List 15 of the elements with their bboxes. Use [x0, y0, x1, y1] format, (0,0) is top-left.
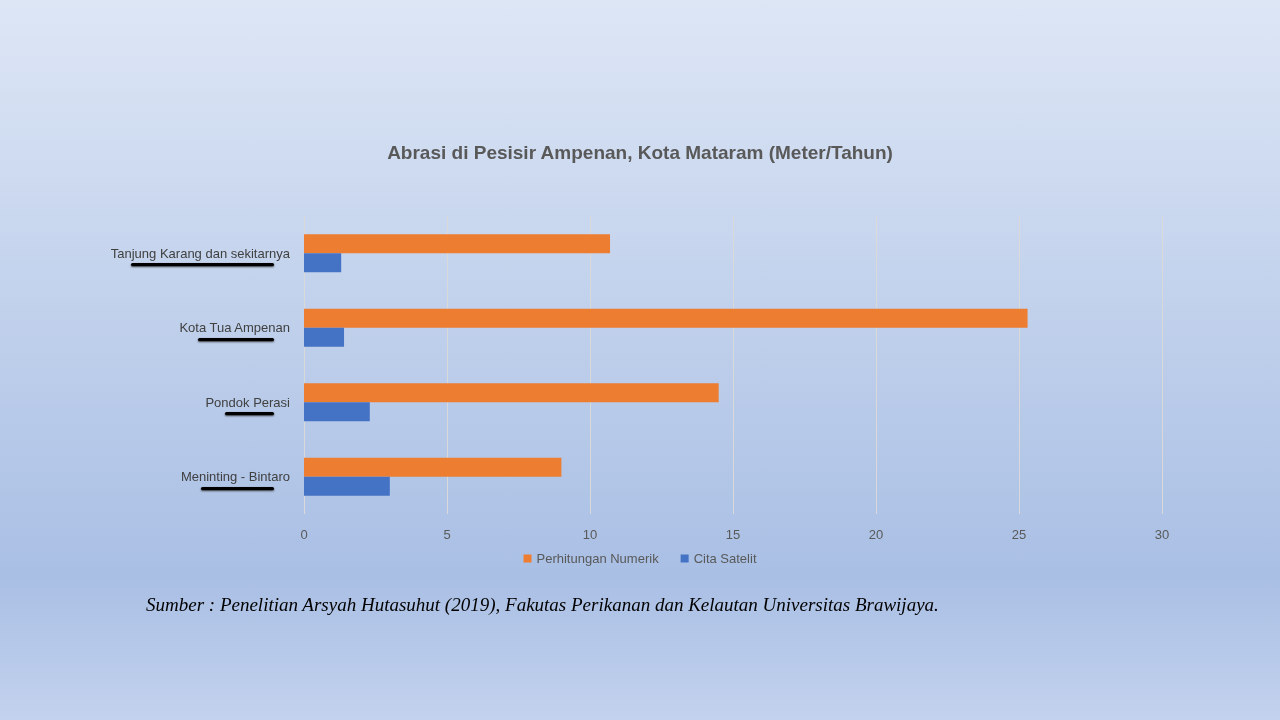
x-tick-label: 30: [1154, 527, 1170, 542]
x-tick-label: 15: [725, 527, 741, 542]
x-tick-label: 10: [582, 527, 598, 542]
x-tick-label: 0: [300, 527, 308, 542]
x-tick-label: 25: [1011, 527, 1027, 542]
y-tick-label: Kota Tua Ampenan: [179, 320, 290, 336]
legend-label: Cita Satelit: [693, 551, 757, 566]
y-tick-label: Meninting - Bintaro: [180, 469, 290, 485]
x-tick-label: 20: [868, 527, 884, 542]
x-tick-label: 5: [443, 527, 451, 542]
y-tick-label: Tanjung Karang dan sekitarnya: [110, 245, 291, 261]
chart-title: Abrasi di Pesisir Ampenan, Kota Mataram (Meter/Tahun): [387, 142, 893, 163]
text: Sumber : Penelitian Arsyah Hutasuhut (2019), Fakutas Perikanan dan Kelautan Universitas Brawijaya.: [146, 594, 939, 616]
legend-label: Perhitungan Numerik: [536, 551, 660, 566]
y-tick-label: Pondok Perasi: [205, 394, 291, 410]
